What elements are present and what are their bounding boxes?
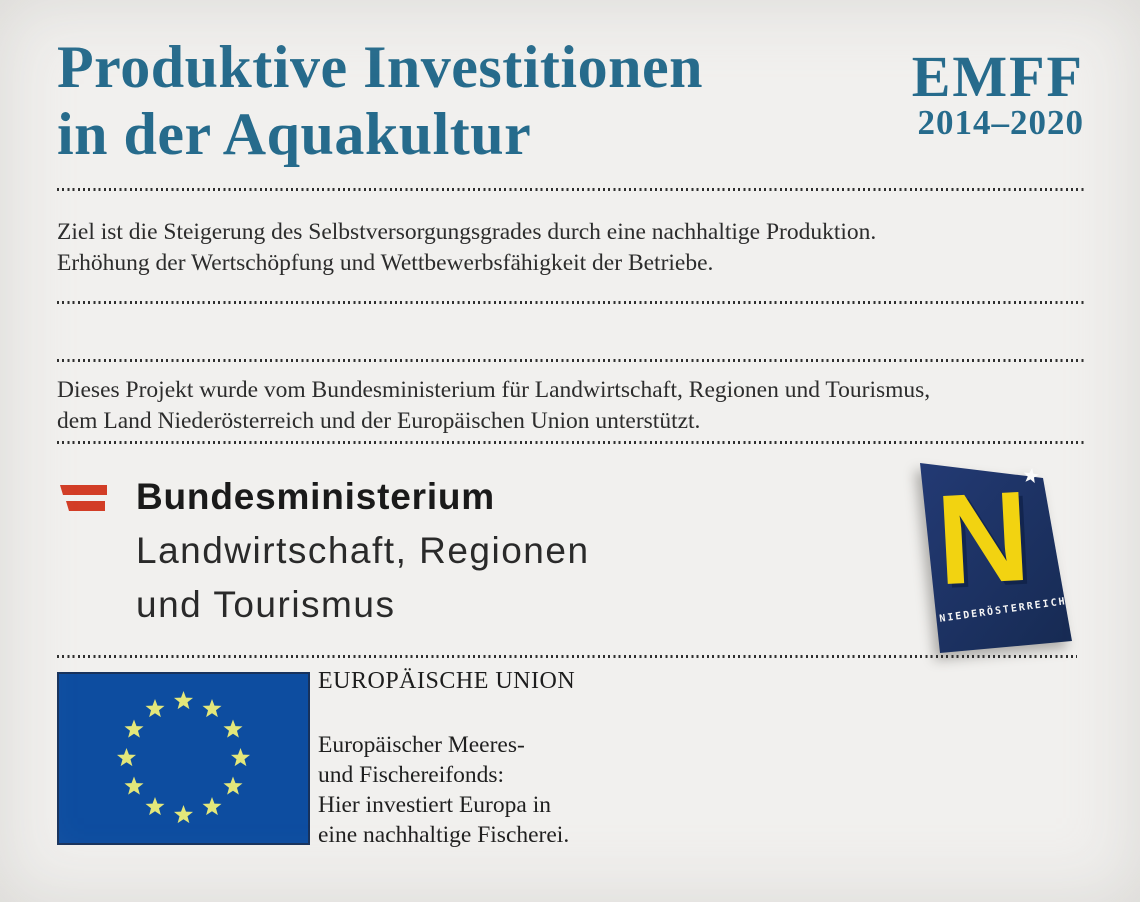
noe-letter: N	[933, 465, 1033, 613]
divider-1	[57, 188, 1085, 191]
goal-paragraph: Ziel ist die Steigerung des Selbstversor…	[57, 217, 876, 279]
eu-fund-paragraph: Europäischer Meeres- und Fischereifonds:…	[318, 730, 569, 850]
goal-line2: Erhöhung der Wertschöpfung und Wettbewer…	[57, 250, 714, 276]
austrian-flag-icon	[60, 485, 107, 511]
divider-2	[57, 301, 1085, 304]
eu-fund-line2: und Fischereifonds:	[318, 762, 505, 788]
eu-flag-icon	[57, 672, 310, 845]
goal-line1: Ziel ist die Steigerung des Selbstversor…	[57, 219, 877, 245]
divider-5	[57, 655, 1077, 658]
program-badge: EMFF 2014–2020	[911, 44, 1084, 142]
ministry-wordmark: Bundesministerium Landwirtschaft, Region…	[136, 470, 590, 632]
divider-4	[57, 441, 1085, 444]
support-line2: dem Land Niederösterreich und der Europä…	[57, 408, 701, 434]
eu-fund-line3: Hier investiert Europa in	[318, 792, 551, 818]
eu-fund-line1: Europäischer Meeres-	[318, 732, 525, 758]
divider-3	[57, 359, 1085, 362]
eu-heading: EUROPÄISCHE UNION	[318, 668, 576, 694]
ministry-dept-line1: Landwirtschaft, Regionen	[136, 530, 590, 571]
page-title-line1: Produktive Investitionen	[57, 34, 703, 100]
support-line1: Dieses Projekt wurde vom Bundesministeri…	[57, 377, 931, 403]
page-title: Produktive Investitionen in der Aquakult…	[57, 34, 703, 168]
noe-card	[920, 463, 1072, 653]
program-period: 2014–2020	[917, 103, 1084, 142]
lower-austria-emblem: N N NIEDERÖSTERREICH	[920, 463, 1072, 653]
program-name: EMFF	[911, 44, 1084, 109]
page-title-line2: in der Aquakultur	[57, 101, 532, 167]
ministry-dept-line2: und Tourismus	[136, 584, 396, 625]
ministry-name: Bundesministerium	[136, 476, 495, 517]
eu-fund-line4: eine nachhaltige Fischerei.	[318, 822, 570, 848]
svg-text:N: N	[937, 468, 1037, 616]
support-paragraph: Dieses Projekt wurde vom Bundesministeri…	[57, 375, 930, 437]
